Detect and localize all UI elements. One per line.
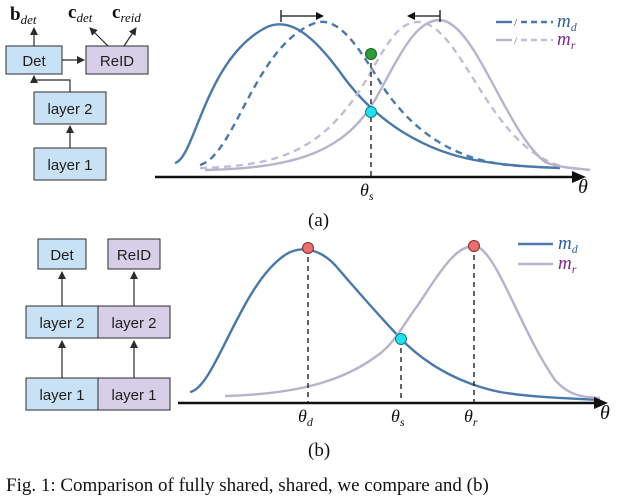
- reid-block-b: [107, 238, 161, 270]
- det-label: Det: [22, 53, 46, 70]
- creid-label: creid: [112, 2, 141, 25]
- panel-a-plot: θ θs / md / mr: [155, 10, 591, 203]
- legend-a-mr-label: mr: [557, 29, 576, 52]
- mr-solid-curve: [204, 18, 591, 172]
- legend-a-md-label: md: [557, 11, 578, 34]
- arrow-layer2-to-det: [30, 75, 71, 92]
- det-label-b: Det: [50, 247, 74, 264]
- legend-a-separator-md: /: [514, 17, 518, 29]
- legend-b: md mr: [518, 233, 579, 276]
- det-block-b: [37, 238, 87, 270]
- x-axis-b-arrowhead: [594, 397, 608, 409]
- legend-a: / md / mr: [496, 11, 578, 52]
- reid-label: ReID: [100, 53, 134, 70]
- arrow-reid-to-cdet: [89, 27, 109, 47]
- reid-block: [85, 45, 149, 75]
- cyan-intersection-dot-a: [365, 106, 377, 118]
- legend-b-mr-label: mr: [558, 253, 577, 276]
- theta-label-b: θ: [600, 402, 610, 424]
- theta-s-label-a: θs: [360, 180, 374, 203]
- caption-b: (b): [308, 440, 331, 461]
- arrow-reid-to-creid: [123, 27, 137, 47]
- theta-s-label-b: θs: [391, 406, 405, 429]
- caption-a: (a): [308, 210, 330, 231]
- panel-b-architecture: layer 1 layer 1 layer 2 layer 2 Det ReID: [25, 238, 171, 411]
- theta-r-label: θr: [464, 406, 478, 429]
- layer2-right-label: layer 2: [111, 315, 156, 332]
- layer2-block: [33, 91, 107, 125]
- arrow-right-icon: [280, 10, 324, 22]
- cdet-label: cdet: [68, 2, 93, 25]
- layer1-left-label: layer 1: [39, 387, 84, 404]
- mr-peak-dot: [468, 240, 480, 252]
- layer2-left-label: layer 2: [39, 315, 84, 332]
- green-intersection-dot: [365, 48, 377, 60]
- theta-label-a: θ: [578, 176, 588, 198]
- layer1-label: layer 1: [47, 157, 92, 174]
- layer1-right-label: layer 1: [111, 387, 156, 404]
- footer-caption-text: Fig. 1: Comparison of fully shared, shar…: [6, 475, 489, 496]
- layer1-right-block: [97, 377, 171, 411]
- layer1-block: [33, 147, 107, 181]
- bdet-label: bdet: [10, 4, 37, 27]
- md-dashed-curve: [199, 20, 521, 168]
- mr-curve-b: [224, 244, 601, 400]
- md-peak-dot: [302, 242, 314, 254]
- reid-label-b: ReID: [117, 247, 151, 264]
- cyan-intersection-dot-b: [395, 333, 407, 345]
- layer2-label: layer 2: [47, 101, 92, 118]
- panel-a-architecture: layer 1 layer 2 Det ReID bdet cdet creid: [5, 2, 149, 181]
- theta-d-label: θd: [298, 406, 314, 429]
- x-axis-a-arrowhead: [572, 171, 586, 183]
- md-solid-curve: [174, 23, 561, 170]
- legend-a-separator-mr: /: [514, 35, 518, 47]
- legend-b-md-label: md: [558, 233, 579, 256]
- panel-b-plot: θ θd θs θr md mr: [178, 233, 610, 429]
- md-curve-b: [189, 248, 601, 402]
- arrow-left-icon: [407, 10, 441, 22]
